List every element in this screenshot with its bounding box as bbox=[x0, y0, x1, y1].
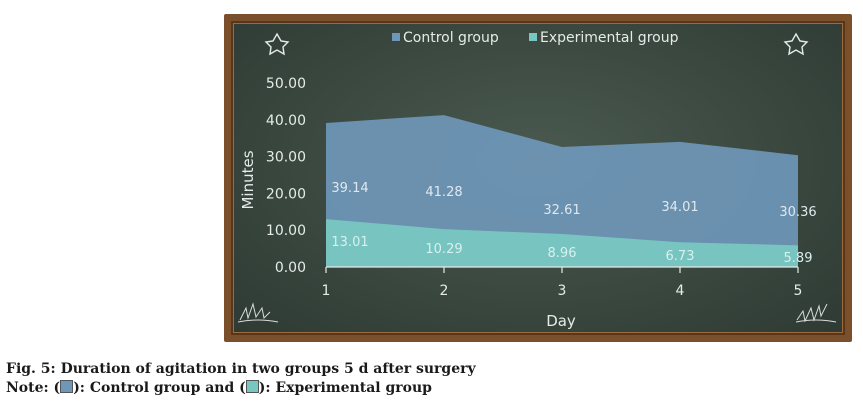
y-tick-label: 40.00 bbox=[266, 113, 306, 129]
y-tick-label: 50.00 bbox=[266, 76, 306, 92]
grass-doodle-left-icon bbox=[237, 302, 279, 323]
y-tick-label: 10.00 bbox=[266, 223, 306, 239]
x-axis-label: Day bbox=[546, 312, 576, 330]
data-label-experimental: 10.29 bbox=[425, 242, 462, 257]
star-doodle-right-icon bbox=[783, 32, 809, 56]
x-tick-label: 2 bbox=[440, 283, 449, 299]
chart-legend: Control group Experimental group bbox=[392, 30, 679, 46]
area-control-group bbox=[326, 115, 798, 267]
control-swatch-icon bbox=[60, 380, 74, 393]
y-tick-label: 20.00 bbox=[266, 186, 306, 202]
data-label-control: 34.01 bbox=[661, 200, 698, 215]
data-label-control: 39.14 bbox=[331, 181, 368, 196]
figure-note: Note: ( ): Control group and ( ): Experime… bbox=[6, 380, 432, 396]
y-tick-label: 30.00 bbox=[266, 150, 306, 166]
area-chart: Control group Experimental group 0.00 10.0… bbox=[237, 30, 837, 330]
note-mid: ): Control group and ( bbox=[73, 380, 246, 396]
data-label-control: 41.28 bbox=[425, 185, 462, 200]
note-end: ): Experimental group bbox=[258, 380, 432, 396]
y-axis-label: Minutes bbox=[239, 150, 257, 209]
star-doodle-left-icon bbox=[264, 32, 290, 56]
area-experimental-group bbox=[326, 219, 798, 267]
y-tick-label: 0.00 bbox=[275, 260, 306, 276]
legend-label: Control group bbox=[403, 30, 499, 46]
figure-caption: Fig. 5: Duration of agitation in two gro… bbox=[6, 361, 476, 377]
x-tick-label: 1 bbox=[322, 283, 331, 299]
x-tick-label: 5 bbox=[794, 283, 803, 299]
grass-doodle-right-icon bbox=[795, 303, 837, 323]
data-label-control: 32.61 bbox=[543, 203, 580, 218]
note-prefix: Note: ( bbox=[6, 380, 61, 396]
data-label-control: 30.36 bbox=[779, 205, 816, 220]
x-tick-label: 4 bbox=[676, 283, 685, 299]
data-label-experimental: 8.96 bbox=[548, 246, 577, 261]
legend-swatch-icon bbox=[392, 33, 400, 41]
legend-swatch-icon bbox=[529, 33, 537, 41]
data-label-experimental: 5.89 bbox=[784, 251, 813, 266]
data-label-experimental: 13.01 bbox=[331, 235, 368, 250]
experimental-swatch-icon bbox=[245, 380, 259, 393]
data-label-experimental: 6.73 bbox=[666, 249, 695, 264]
legend-label: Experimental group bbox=[540, 30, 679, 46]
x-tick-label: 3 bbox=[558, 283, 567, 299]
